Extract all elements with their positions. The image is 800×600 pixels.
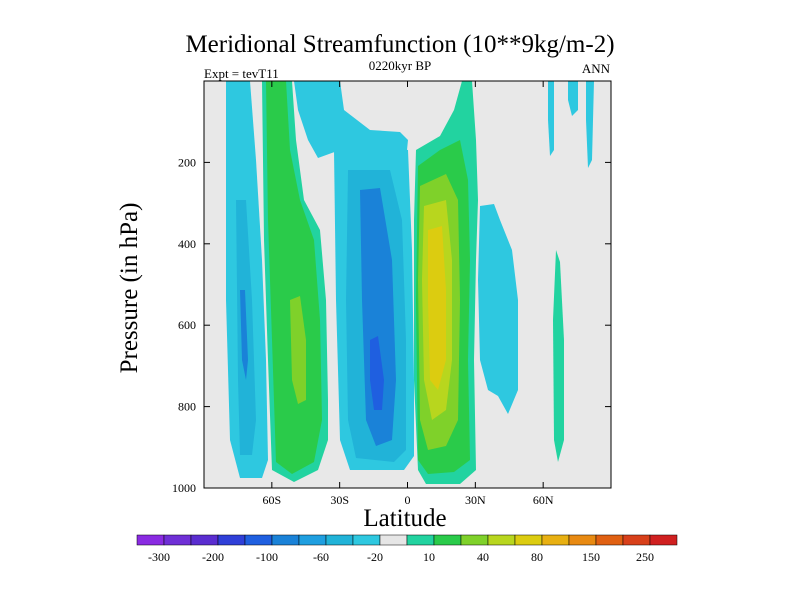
colorbar-swatch — [406, 534, 435, 546]
colorbar-swatch — [217, 534, 246, 546]
colorbar-label: -200 — [202, 550, 224, 564]
colorbar-label: -60 — [313, 550, 329, 564]
x-tick-label: 30N — [465, 493, 486, 507]
colorbar-swatch — [514, 534, 543, 546]
colorbar-label: -100 — [256, 550, 278, 564]
contour-upper-neg-cap — [294, 81, 408, 160]
colorbar-label: 40 — [477, 550, 489, 564]
contour-s-pos-80 — [290, 296, 306, 404]
colorbar-swatch — [541, 534, 570, 546]
y-ticks: 200 400 600 800 1000 — [172, 155, 611, 495]
colorbar-swatch — [163, 534, 192, 546]
experiment-label: Expt = tevT11 — [204, 66, 279, 81]
colorbar-swatch — [595, 534, 624, 546]
x-tick-label: 30S — [330, 493, 349, 507]
y-tick-label: 200 — [178, 155, 196, 169]
colorbar-swatch — [325, 534, 354, 546]
colorbar-label: 250 — [636, 550, 654, 564]
contour-trop-pos-250 — [428, 226, 446, 390]
x-tick-label: 60S — [262, 493, 281, 507]
y-tick-label: 400 — [178, 237, 196, 251]
contour-n-neg-streak-2 — [568, 81, 578, 116]
colorbar-swatch — [487, 534, 516, 546]
chart-title: Meridional Streamfunction (10**9kg/m-2) — [185, 31, 615, 58]
colorbar-label: 150 — [582, 550, 600, 564]
x-tick-label: 60N — [533, 493, 554, 507]
contour-n-neg-streak-3 — [586, 81, 594, 168]
colorbar-label: 10 — [423, 550, 435, 564]
colorbar-swatch — [460, 534, 489, 546]
colorbar-swatch — [271, 534, 300, 546]
y-tick-label: 800 — [178, 400, 196, 414]
contour-trop-neg-100 — [360, 188, 396, 446]
colorbar-swatch — [298, 534, 327, 546]
y-tick-label: 1000 — [172, 481, 196, 495]
colorbar-swatch — [244, 534, 273, 546]
contour-s-high-neg-100 — [240, 290, 248, 380]
contour-s-pos-40 — [266, 81, 322, 474]
colorbar-swatch — [136, 534, 165, 546]
colorbar-swatch — [190, 534, 219, 546]
colorbar-label: -20 — [367, 550, 383, 564]
colorbar: -300 -200 -100 -60 -20 10 40 80 150 250 — [136, 534, 678, 564]
contour-n-neg-20 — [478, 204, 518, 414]
x-axis-label: Latitude — [363, 505, 447, 532]
colorbar-label: 80 — [531, 550, 543, 564]
x-tick-label: 0 — [405, 493, 411, 507]
colorbar-swatch — [433, 534, 462, 546]
colorbar-swatch — [568, 534, 597, 546]
colorbar-swatch — [649, 534, 678, 546]
contour-trop-neg-150 — [370, 336, 384, 410]
colorbar-label: -300 — [148, 550, 170, 564]
season-label: ANN — [581, 61, 610, 76]
colorbar-swatch — [379, 534, 408, 546]
colorbar-swatch — [622, 534, 651, 546]
time-label: 0220kyr BP — [368, 58, 432, 73]
contour-n-neg-streak-1 — [548, 81, 554, 156]
contour-n-pos-streak — [553, 250, 564, 462]
contour-fields — [226, 81, 594, 484]
colorbar-swatch — [352, 534, 381, 546]
y-tick-label: 600 — [178, 318, 196, 332]
x-ticks: 60S 30S 0 30N 60N — [262, 81, 554, 507]
